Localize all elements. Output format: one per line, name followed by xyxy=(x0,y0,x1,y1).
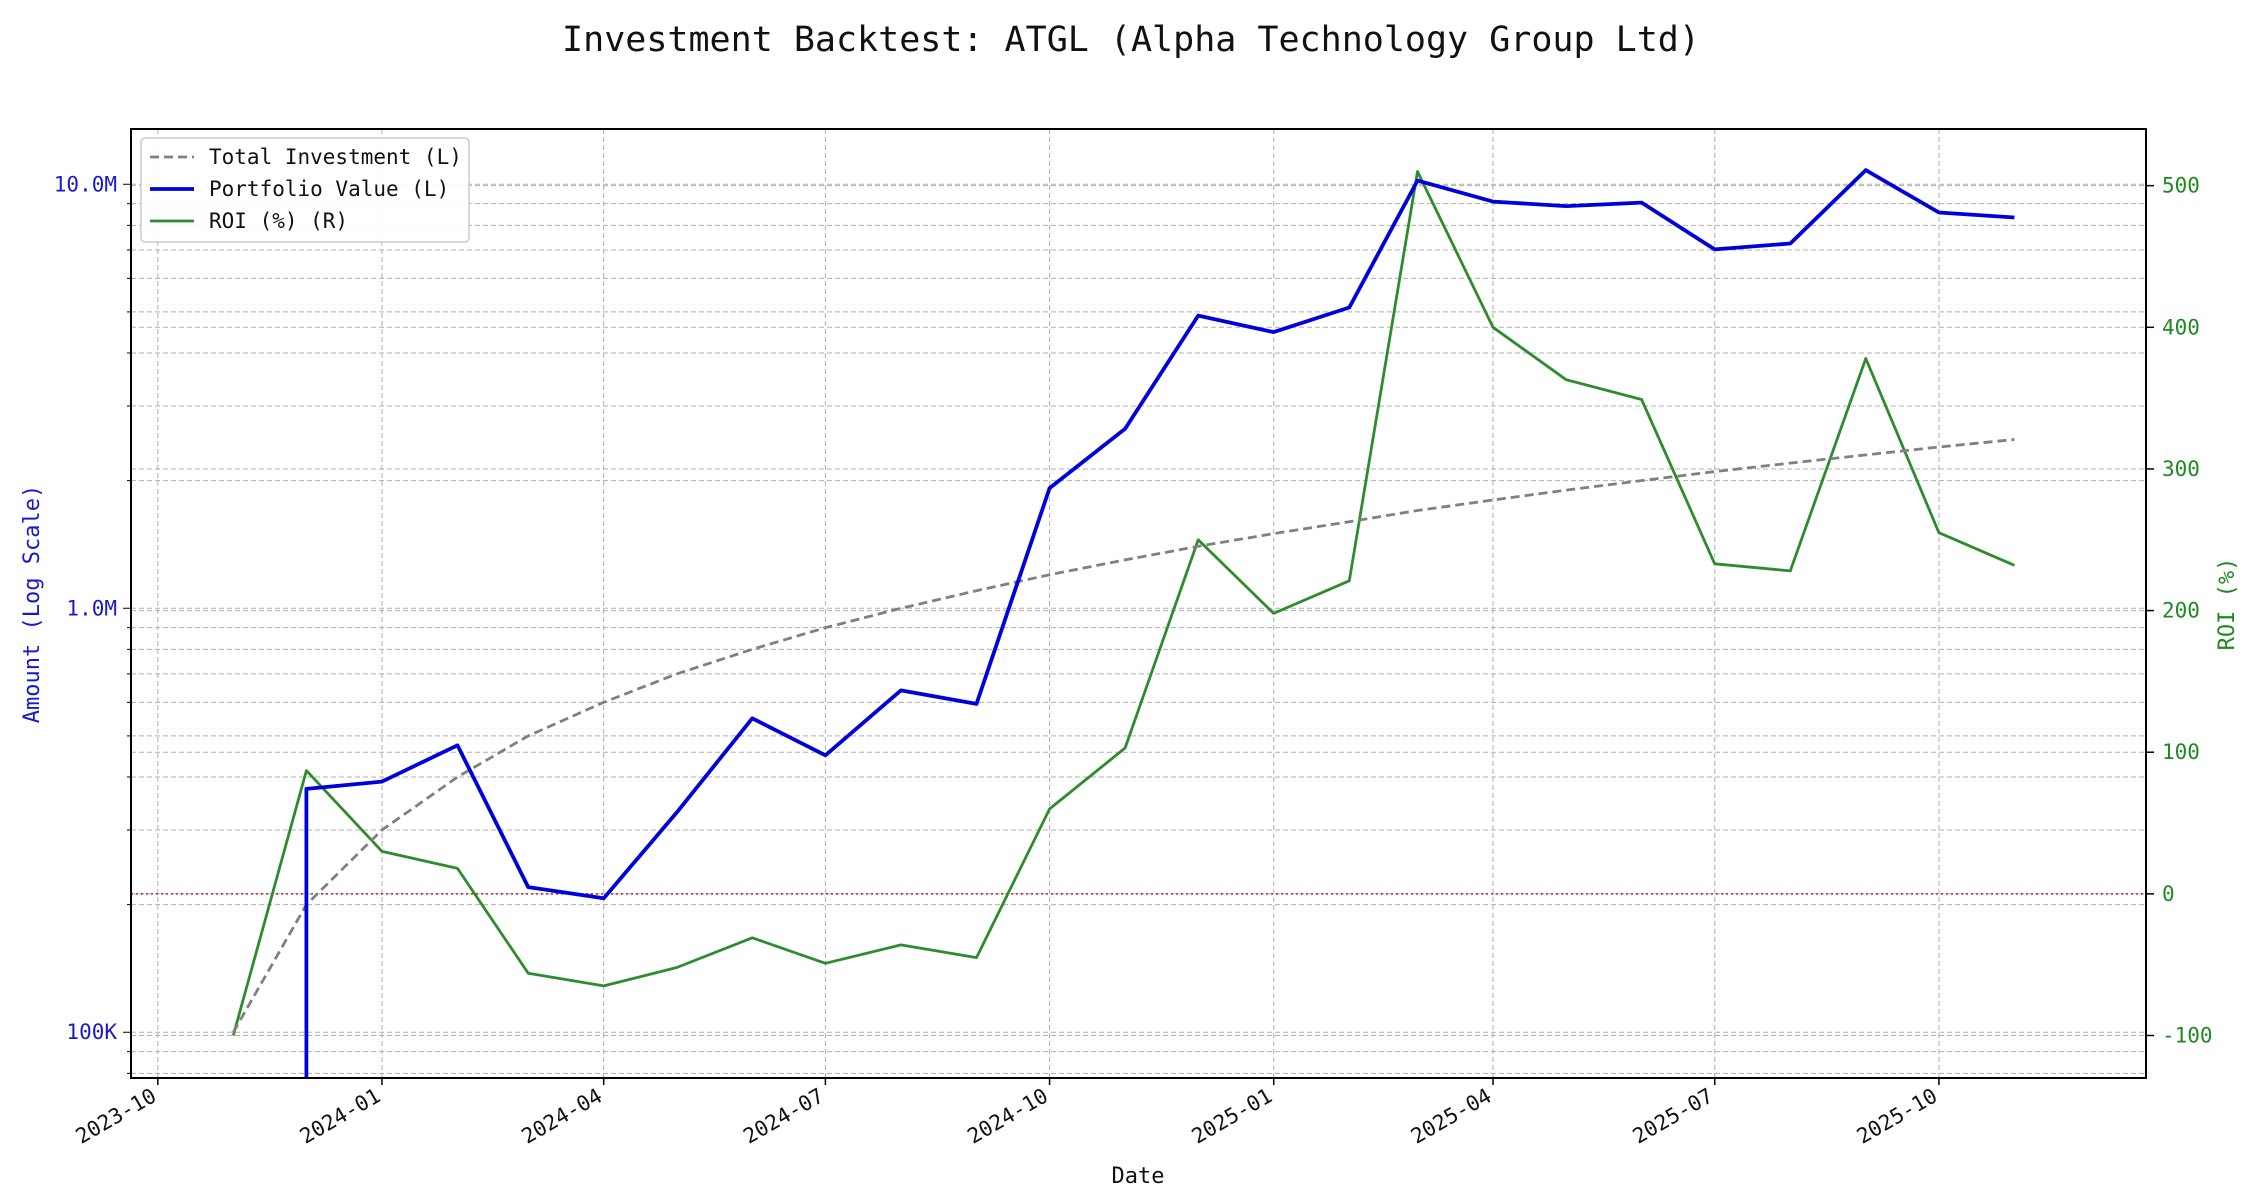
x-tick-label: 2025-04 xyxy=(1407,1084,1496,1149)
left-tick-label: 10.0M xyxy=(54,172,117,196)
legend: Total Investment (L) Portfolio Value (L) R… xyxy=(140,137,470,243)
x-tick-label: 2025-07 xyxy=(1629,1084,1718,1149)
x-tick-label: 2025-01 xyxy=(1188,1084,1277,1149)
right-y-axis-label: ROI (%) xyxy=(2215,558,2240,651)
right-tick-label: 400 xyxy=(2162,315,2200,339)
x-axis-label: Date xyxy=(1112,1164,1165,1189)
left-y-axis-label: Amount (Log Scale) xyxy=(20,485,45,723)
right-tick-label: 100 xyxy=(2162,740,2200,764)
plot-frame xyxy=(130,128,2147,1079)
x-tick-label: 2024-10 xyxy=(963,1084,1052,1149)
series-layer xyxy=(231,168,2015,1078)
right-tick-label: -100 xyxy=(2162,1024,2213,1048)
left-tick-label: 100K xyxy=(66,1020,117,1044)
left-tick-label: 1.0M xyxy=(66,596,117,620)
legend-label: Portfolio Value (L) xyxy=(209,177,449,201)
x-tick-label: 2024-04 xyxy=(518,1084,607,1149)
x-tick-label: 2025-10 xyxy=(1853,1084,1942,1149)
right-tick-label: 300 xyxy=(2162,457,2200,481)
roi-line xyxy=(231,170,2015,1036)
right-tick-label: 500 xyxy=(2162,174,2200,198)
x-tick-label: 2023-10 xyxy=(72,1084,161,1149)
x-tick-label: 2024-07 xyxy=(739,1084,828,1149)
grid xyxy=(131,129,2146,1078)
portfolio-value-line xyxy=(304,168,2015,1078)
legend-label: ROI (%) (R) xyxy=(209,209,348,233)
right-tick-label: 0 xyxy=(2162,882,2175,906)
axis-ticks: 2023-10 2024-01 2024-04 2024-07 2024-10 2025-… xyxy=(54,172,2213,1148)
chart-title: Investment Backtest: ATGL (Alpha Technol… xyxy=(562,20,1700,60)
legend-box xyxy=(140,137,470,243)
legend-label: Total Investment (L) xyxy=(209,145,462,169)
x-tick-label: 2024-01 xyxy=(296,1084,385,1149)
total-investment-line xyxy=(232,438,2015,1033)
right-tick-label: 200 xyxy=(2162,599,2200,623)
